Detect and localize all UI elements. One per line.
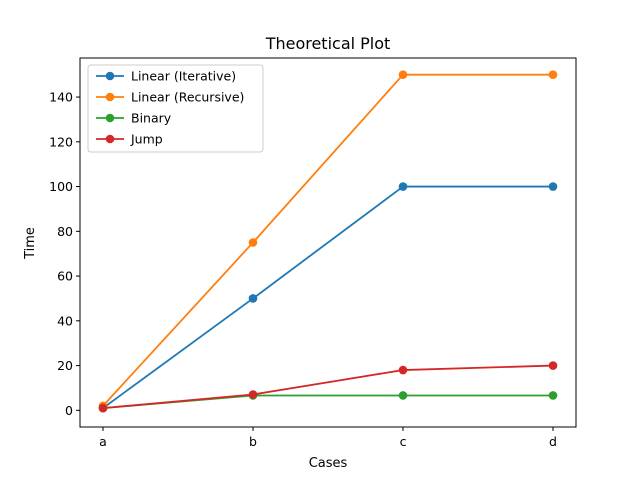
- legend-marker-3: [105, 134, 115, 144]
- y-tick-label-6: 120: [49, 134, 73, 149]
- y-tick-label-0: 0: [65, 403, 73, 418]
- data-point-0-2: [398, 182, 408, 191]
- legend-marker-2: [105, 113, 115, 123]
- y-tick-label-4: 80: [57, 224, 73, 239]
- legend-label-1: Linear (Recursive): [131, 90, 244, 105]
- data-point-1-3: [548, 70, 558, 79]
- series-line-0: [102, 185, 553, 409]
- legend-label-0: Linear (Iterative): [131, 69, 236, 84]
- legend-label-3: Jump: [130, 132, 163, 147]
- x-tick-label-0: a: [99, 434, 107, 449]
- legend-marker-1: [105, 92, 115, 102]
- data-point-2-2: [398, 391, 408, 400]
- data-point-1-2: [398, 70, 408, 79]
- legend-box: [87, 64, 264, 153]
- data-point-0-1: [248, 294, 258, 303]
- y-axis-label: Time: [23, 227, 38, 260]
- legend-marker-0: [105, 71, 115, 81]
- y-tick-label-5: 100: [49, 179, 73, 194]
- data-point-1-1: [248, 238, 258, 247]
- axes-frame: [79, 57, 577, 428]
- data-point-2-3: [548, 391, 558, 400]
- data-point-0-3: [548, 182, 558, 191]
- data-point-3-2: [398, 365, 408, 375]
- data-point-3-1: [248, 390, 258, 399]
- y-tick-label-2: 40: [57, 313, 73, 328]
- y-tick-label-7: 140: [49, 90, 73, 105]
- series-line-3: [102, 364, 554, 409]
- x-axis-label: Cases: [309, 456, 348, 471]
- legend-label-2: Binary: [131, 111, 172, 126]
- y-tick-label-3: 60: [57, 269, 73, 284]
- x-tick-label-1: b: [249, 434, 257, 449]
- data-point-3-0: [98, 403, 108, 413]
- series-line-1: [102, 73, 553, 407]
- chart-title: Theoretical Plot: [265, 34, 391, 53]
- x-tick-label-2: c: [400, 434, 407, 449]
- data-point-3-3: [548, 361, 558, 370]
- x-tick-label-3: d: [549, 434, 557, 449]
- plot-area: a b c d 0 20 40 60 80 100 120 140 Linear (Iterative)…: [49, 57, 577, 449]
- y-tick-label-1: 20: [57, 358, 73, 373]
